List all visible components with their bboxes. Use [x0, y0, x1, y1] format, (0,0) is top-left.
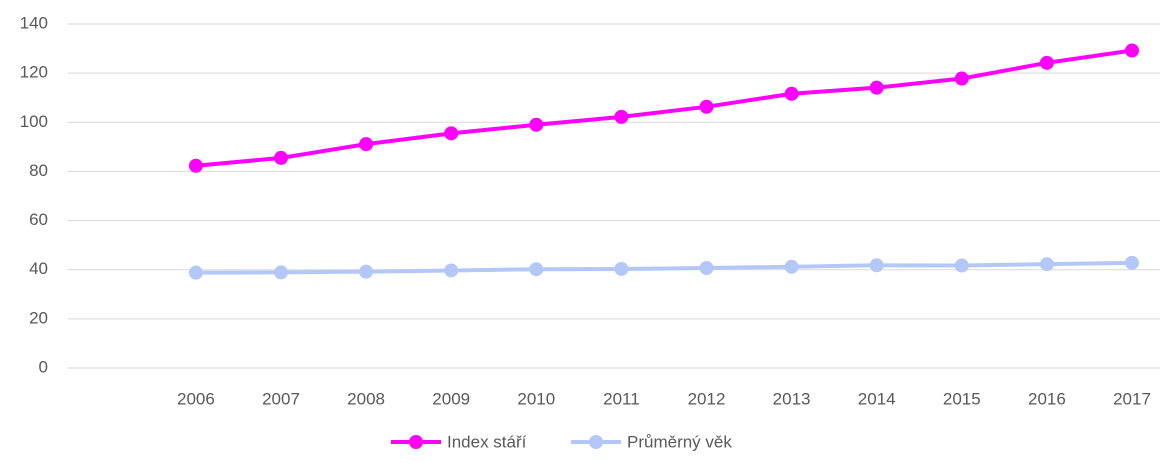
x-tick-label: 2006 [177, 389, 215, 408]
data-point [444, 126, 459, 141]
legend-item: Index stáří [391, 432, 527, 451]
y-tick-label: 100 [20, 112, 48, 131]
x-tick-label: 2016 [1028, 389, 1066, 408]
data-point [359, 264, 374, 279]
data-point [869, 258, 884, 273]
data-point [954, 258, 969, 273]
data-point [359, 137, 374, 152]
y-tick-label: 80 [29, 161, 48, 180]
legend-label: Průměrný věk [627, 432, 732, 451]
legend-item: Průměrný věk [571, 432, 732, 451]
data-point [699, 99, 714, 114]
data-point [869, 80, 884, 95]
data-point [614, 261, 629, 276]
legend-marker [589, 435, 603, 449]
data-point [954, 71, 969, 86]
data-point [444, 263, 459, 278]
x-tick-label: 2014 [858, 389, 896, 408]
data-point [784, 86, 799, 101]
y-tick-label: 40 [29, 259, 48, 278]
x-tick-label: 2011 [603, 389, 640, 408]
data-point [699, 260, 714, 275]
data-point [614, 109, 629, 124]
x-tick-label: 2013 [773, 389, 811, 408]
data-point [1039, 55, 1054, 70]
x-tick-label: 2017 [1113, 389, 1151, 408]
y-tick-label: 140 [20, 13, 48, 32]
x-tick-label: 2007 [262, 389, 300, 408]
x-tick-label: 2008 [347, 389, 385, 408]
series-line [195, 48, 1133, 168]
x-tick-label: 2009 [432, 389, 470, 408]
series-line [195, 260, 1133, 275]
y-tick-label: 120 [20, 63, 48, 82]
x-tick-label: 2010 [517, 389, 555, 408]
data-point [188, 158, 203, 173]
data-point [529, 117, 544, 132]
data-point [784, 259, 799, 274]
x-tick-label: 2012 [688, 389, 726, 408]
y-tick-label: 20 [29, 308, 48, 327]
legend-marker [409, 435, 423, 449]
data-point [1125, 43, 1139, 58]
data-point [529, 262, 544, 277]
legend-label: Index stáří [447, 432, 527, 451]
data-point [1125, 255, 1139, 270]
data-point [1039, 257, 1054, 272]
x-tick-label: 2015 [943, 389, 981, 408]
data-point [188, 265, 203, 280]
data-point [274, 265, 288, 280]
y-tick-label: 60 [29, 210, 48, 229]
data-point [274, 150, 288, 165]
y-tick-label: 0 [39, 357, 48, 376]
